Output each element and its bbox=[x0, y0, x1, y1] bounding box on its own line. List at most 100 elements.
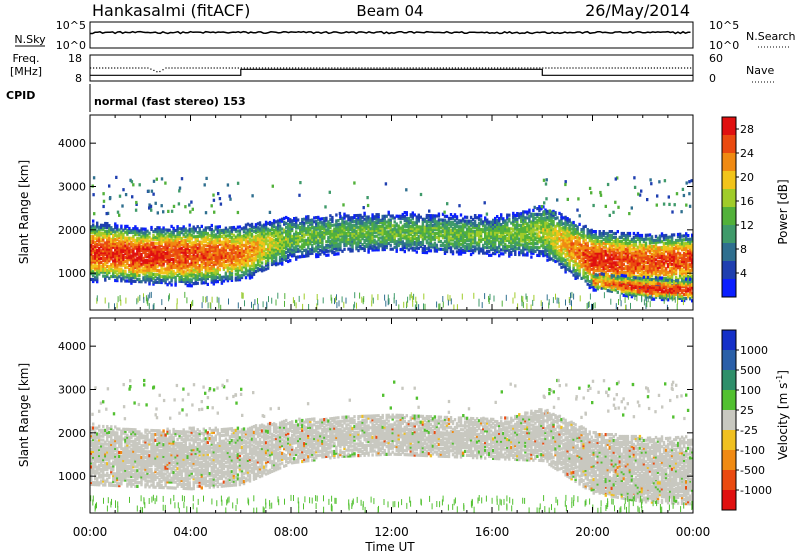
power-echo bbox=[212, 282, 215, 286]
power-echo bbox=[96, 221, 99, 225]
power-echo bbox=[208, 226, 211, 230]
power-echo bbox=[564, 260, 567, 264]
power-echo bbox=[130, 254, 133, 258]
power-echo bbox=[488, 249, 491, 253]
power-echo bbox=[162, 279, 165, 283]
power-echo bbox=[94, 258, 97, 262]
power-echo bbox=[270, 222, 274, 226]
power-echo bbox=[218, 275, 221, 280]
power-echo bbox=[554, 250, 557, 254]
power-echo bbox=[220, 248, 224, 252]
power-echo bbox=[104, 247, 107, 251]
power-echo bbox=[194, 244, 197, 248]
power-echo bbox=[518, 239, 521, 243]
power-echo bbox=[190, 262, 193, 266]
power-echo bbox=[421, 223, 425, 227]
power-echo bbox=[202, 251, 205, 256]
power-echo bbox=[202, 255, 205, 259]
power-echo bbox=[212, 229, 215, 233]
power-echo bbox=[301, 233, 304, 237]
power-echo bbox=[494, 218, 497, 222]
nave-point bbox=[454, 67, 456, 69]
power-echo bbox=[311, 218, 314, 222]
power-echo bbox=[582, 227, 585, 231]
power-echo bbox=[453, 230, 457, 234]
power-echo bbox=[337, 236, 340, 240]
power-echo bbox=[351, 225, 354, 230]
power-echo bbox=[572, 256, 575, 260]
power-echo bbox=[303, 241, 306, 245]
power-echo bbox=[494, 240, 497, 244]
power-echo bbox=[184, 278, 187, 282]
power-echo bbox=[457, 221, 461, 225]
power-echo bbox=[283, 246, 286, 250]
power-echo bbox=[375, 215, 378, 219]
power-echo bbox=[465, 233, 469, 237]
power-echo bbox=[554, 244, 557, 248]
power-echo bbox=[120, 263, 123, 267]
power-echo bbox=[542, 228, 545, 232]
power-echo bbox=[391, 214, 394, 218]
power-echo bbox=[186, 268, 189, 272]
power-echo bbox=[552, 231, 555, 235]
power-echo bbox=[347, 226, 350, 230]
nave-point bbox=[240, 67, 242, 69]
power-echo bbox=[566, 242, 569, 246]
power-echo bbox=[359, 245, 362, 249]
power-echo bbox=[182, 244, 185, 248]
power-echo bbox=[106, 241, 109, 245]
power-echo bbox=[592, 233, 595, 238]
power-echo bbox=[232, 257, 236, 261]
power-echo bbox=[502, 221, 505, 225]
nave-point bbox=[93, 67, 95, 69]
power-echo bbox=[291, 227, 294, 231]
power-echo bbox=[556, 237, 559, 241]
power-echo bbox=[180, 274, 183, 278]
power-echo bbox=[204, 228, 207, 232]
power-echo bbox=[206, 241, 209, 245]
power-echo bbox=[148, 239, 151, 243]
power-echo bbox=[323, 224, 326, 228]
power-echo bbox=[100, 225, 103, 229]
power-echo bbox=[439, 222, 443, 226]
power-echo bbox=[552, 244, 555, 249]
power-echo bbox=[232, 259, 236, 263]
power-echo bbox=[423, 237, 427, 241]
power-echo bbox=[443, 234, 447, 238]
power-echo bbox=[562, 257, 565, 261]
power-echo bbox=[142, 241, 145, 245]
power-echo bbox=[550, 214, 553, 218]
power-echo bbox=[439, 226, 443, 230]
power-echo bbox=[293, 250, 296, 254]
power-echo bbox=[411, 240, 414, 244]
power-echo bbox=[546, 235, 549, 239]
power-echo bbox=[419, 242, 422, 247]
power-echo bbox=[445, 246, 449, 250]
power-echo bbox=[110, 237, 113, 241]
power-echo bbox=[522, 243, 525, 247]
power-echo bbox=[586, 265, 589, 269]
power-echo bbox=[293, 218, 296, 223]
power-echo bbox=[108, 245, 111, 249]
power-echo bbox=[142, 248, 145, 253]
nave-point bbox=[494, 67, 496, 69]
power-echo bbox=[387, 222, 390, 226]
power-echo bbox=[156, 255, 159, 259]
power-echo bbox=[568, 243, 571, 247]
power-echo bbox=[570, 254, 573, 258]
power-echo bbox=[321, 248, 324, 252]
power-echo bbox=[568, 218, 571, 222]
power-echo bbox=[108, 259, 111, 263]
power-echo bbox=[174, 279, 177, 283]
power-echo bbox=[357, 249, 360, 253]
power-echo bbox=[367, 236, 370, 241]
power-echo bbox=[435, 222, 439, 226]
power-echo bbox=[467, 231, 471, 235]
power-echo bbox=[538, 226, 541, 230]
power-echo bbox=[142, 227, 145, 231]
power-echo bbox=[242, 230, 246, 234]
power-echo bbox=[122, 273, 125, 277]
power-echo bbox=[164, 247, 167, 252]
power-echo bbox=[160, 234, 163, 238]
power-echo bbox=[582, 270, 585, 274]
